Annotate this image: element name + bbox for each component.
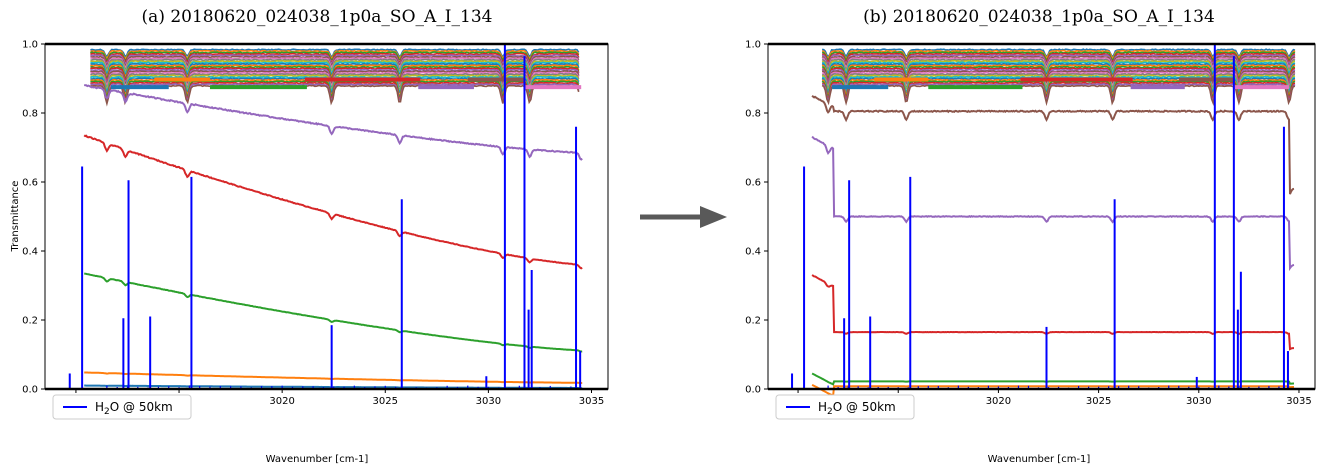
arrow-right-icon [640, 206, 727, 228]
spectrum-bundle-line [821, 67, 1296, 84]
x-tick-label: 3035 [1286, 396, 1311, 407]
legend-label-sub: 2 [104, 407, 110, 417]
panel-b: (b) 20180620_024038_1p0a_SO_A_I_134 Wave… [745, 7, 1316, 465]
panel-a-ylabel: Transmittance [10, 181, 21, 253]
spectrum-bundle-line [90, 54, 580, 67]
legend-label: H2O @ 50km [818, 400, 896, 417]
spectrum-bundle-line [821, 58, 1296, 73]
legend-label-rest: O @ 50km [833, 400, 896, 414]
spectrum-bundle-line [90, 61, 580, 77]
spectrum-bundle-line [90, 59, 580, 74]
spectrum-bundle-line [90, 52, 580, 65]
spectrum-series-line [811, 94, 1295, 195]
spectrum-series-line [811, 135, 1295, 272]
spectrum-bundle-line [90, 49, 580, 61]
spectrum-bundle-line [90, 55, 580, 68]
legend-box [775, 394, 915, 420]
y-tick-label: 0.0 [22, 385, 38, 396]
y-tick-label: 0.6 [745, 178, 761, 189]
y-tick-label: 0.2 [22, 316, 38, 327]
x-tick-label: 3030 [476, 396, 501, 407]
spectrum-bundle-line [821, 59, 1295, 74]
spectrum-bundle-line [90, 48, 580, 59]
y-tick-label: 0.0 [745, 385, 761, 396]
spectrum-series-line [84, 84, 583, 161]
spectrum-bundle-line [821, 64, 1296, 80]
x-tick-label: 3020 [986, 396, 1011, 407]
panel-b-xlabel: Wavenumber [cm-1] [988, 454, 1091, 465]
panel-b-title: (b) 20180620_024038_1p0a_SO_A_I_134 [863, 7, 1215, 27]
spectrum-bundle-line [90, 84, 580, 107]
x-tick-label: 3025 [373, 396, 398, 407]
spectrum-bundle-line [90, 69, 580, 88]
arrow-head [700, 206, 727, 228]
spectrum-bundle-line [90, 65, 580, 82]
legend-label: H2O @ 50km [95, 400, 173, 417]
spectrum-bundle-line [90, 68, 580, 86]
legend-label-main: H [95, 400, 104, 414]
y-tick-label: 0.8 [22, 109, 38, 120]
panel-a-title: (a) 20180620_024038_1p0a_SO_A_I_134 [142, 7, 493, 27]
spectrum-series-line [84, 272, 583, 353]
spectrum-bundle-line [90, 58, 580, 72]
y-tick-label: 0.4 [22, 247, 38, 258]
legend-label-sub: 2 [827, 407, 833, 417]
panel-a-xlabel: Wavenumber [cm-1] [266, 454, 369, 465]
panel-a: (a) 20180620_024038_1p0a_SO_A_I_134 Wave… [10, 7, 609, 465]
spectrum-bundle-line [90, 62, 580, 78]
x-tick-label: 3030 [1186, 396, 1211, 407]
y-tick-label: 0.2 [745, 316, 761, 327]
spectrum-series-line [811, 384, 1294, 398]
spectrum-bundle-line [821, 84, 1296, 107]
y-tick-label: 0.8 [745, 109, 761, 120]
spectrum-series-line [811, 372, 1294, 386]
y-tick-label: 1.0 [22, 40, 38, 51]
spectrum-series-line [811, 274, 1294, 351]
spectrum-series-line [84, 371, 583, 384]
x-tick-label: 3035 [579, 396, 604, 407]
y-tick-label: 0.6 [22, 178, 38, 189]
spectrum-bundle-line [90, 51, 580, 63]
y-tick-label: 0.4 [745, 247, 761, 258]
legend-label-rest: O @ 50km [110, 400, 173, 414]
legend-label-main: H [818, 400, 827, 414]
spectrum-bundle-line [821, 52, 1296, 65]
spectrum-series-line [83, 134, 583, 270]
x-tick-label: 3020 [269, 396, 294, 407]
x-tick-label: 3025 [1086, 396, 1111, 407]
y-tick-label: 1.0 [745, 40, 761, 51]
legend-box [52, 394, 192, 420]
